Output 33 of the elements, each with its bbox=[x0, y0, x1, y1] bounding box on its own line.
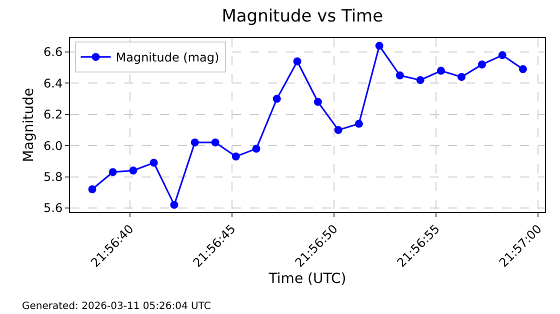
point bbox=[458, 72, 466, 81]
point bbox=[108, 168, 117, 176]
point bbox=[354, 120, 363, 128]
point bbox=[272, 94, 281, 103]
point bbox=[334, 126, 342, 134]
x-axis-title: Time (UTC) bbox=[268, 271, 346, 288]
point bbox=[190, 138, 199, 146]
point bbox=[293, 57, 302, 66]
y-tick-label: 6.4 bbox=[44, 76, 63, 90]
point bbox=[375, 42, 384, 50]
y-tick-label: 6.0 bbox=[44, 138, 63, 153]
y-tick-label: 6.6 bbox=[44, 45, 63, 60]
y-axis-title: Magnitude bbox=[21, 88, 38, 162]
point bbox=[396, 71, 404, 80]
point bbox=[498, 51, 506, 60]
point bbox=[518, 65, 527, 74]
y-tick-label: 6.2 bbox=[44, 108, 63, 122]
point bbox=[150, 158, 158, 167]
point bbox=[314, 98, 322, 106]
y-tick-label: 5.8 bbox=[44, 170, 63, 184]
point bbox=[416, 76, 424, 84]
text: Generated: 2026-03-11 05:26:04 UTC bbox=[22, 301, 211, 312]
point bbox=[211, 138, 220, 146]
y-tick-label: 5.6 bbox=[44, 201, 63, 216]
point bbox=[232, 152, 240, 160]
legend-label: Magnitude (mag) bbox=[116, 50, 220, 65]
point bbox=[129, 166, 138, 175]
point bbox=[170, 200, 178, 209]
chart-title: Magnitude vs Time bbox=[222, 6, 384, 26]
point bbox=[88, 185, 96, 194]
point bbox=[478, 60, 486, 69]
point bbox=[436, 66, 445, 75]
point bbox=[252, 144, 260, 153]
